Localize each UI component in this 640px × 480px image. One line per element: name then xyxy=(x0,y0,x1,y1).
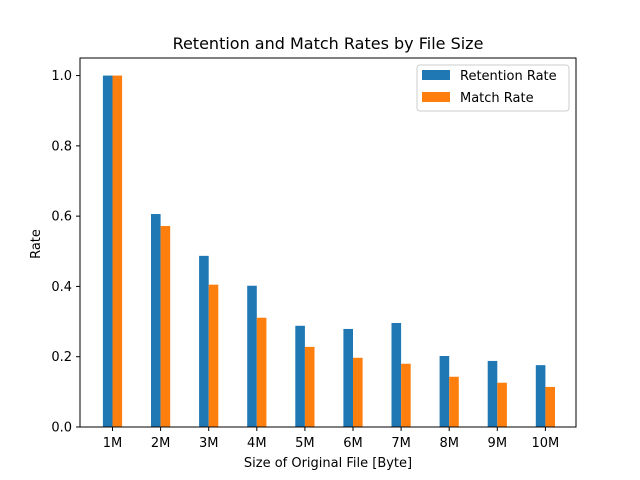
retention-rate-bar-5M xyxy=(295,325,305,427)
y-tick-label: 0.8 xyxy=(51,139,72,154)
retention-rate-bar-1M xyxy=(102,75,113,428)
match-rate-bar-9M xyxy=(497,382,507,427)
x-tick-label: 6M xyxy=(343,436,363,451)
retention-rate-bar-10M xyxy=(535,365,546,427)
legend-label: Retention Rate xyxy=(460,69,557,84)
legend: Retention Rate Match Rate xyxy=(416,64,570,112)
retention-rate-bar-3M xyxy=(199,255,209,427)
x-tick-label: 9M xyxy=(488,436,508,451)
match-rate-bar-3M xyxy=(208,284,219,427)
x-tick-label: 8M xyxy=(439,436,459,451)
x-tick-label: 4M xyxy=(247,436,267,451)
match-rate-bar-6M xyxy=(353,357,363,427)
retention-rate-bar-2M xyxy=(151,214,161,427)
chart-title: Retention and Match Rates by File Size xyxy=(173,34,484,53)
x-tick-label: 3M xyxy=(199,436,219,451)
match-rate-bar-2M xyxy=(160,225,171,427)
y-tick-label: 0.6 xyxy=(51,210,72,225)
y-axis-title: Rate xyxy=(29,229,44,259)
legend-swatch xyxy=(422,92,450,102)
retention-rate-bar-6M xyxy=(343,328,353,427)
legend-label: Match Rate xyxy=(460,91,534,106)
plot-frame xyxy=(79,57,577,428)
retention-rate-bar-9M xyxy=(487,360,498,427)
y-tick-label: 0.2 xyxy=(51,350,72,365)
legend-swatch xyxy=(422,70,450,80)
x-tick-label: 10M xyxy=(532,436,560,451)
legend-box xyxy=(416,64,570,112)
axes-group: 1M 2M 3M 4M 5M 6M 7M 8M 9M 10M 0.0 0.2 0.4 0.6 0.8 1.0 xyxy=(51,57,577,451)
match-rate-bar-8M xyxy=(449,376,459,427)
x-tick-label: 2M xyxy=(151,436,171,451)
match-rate-bar-4M xyxy=(256,317,267,427)
x-axis-title: Size of Original File [Byte] xyxy=(244,456,412,471)
y-tick-label: 0.0 xyxy=(51,421,72,436)
match-rate-bar-10M xyxy=(545,386,555,427)
y-tick-label: 0.4 xyxy=(51,280,72,295)
retention-rate-bar-4M xyxy=(247,285,257,427)
x-tick-label: 5M xyxy=(295,436,315,451)
y-tick-label: 1.0 xyxy=(51,69,72,84)
retention-rate-bar-7M xyxy=(391,322,402,427)
x-tick-label: 1M xyxy=(103,436,123,451)
match-rate-bar-1M xyxy=(112,75,123,428)
bars-group xyxy=(102,75,555,428)
match-rate-bar-7M xyxy=(401,363,411,427)
retention-rate-bar-8M xyxy=(439,356,450,427)
match-rate-bar-5M xyxy=(304,346,315,427)
x-tick-label: 7M xyxy=(391,436,411,451)
